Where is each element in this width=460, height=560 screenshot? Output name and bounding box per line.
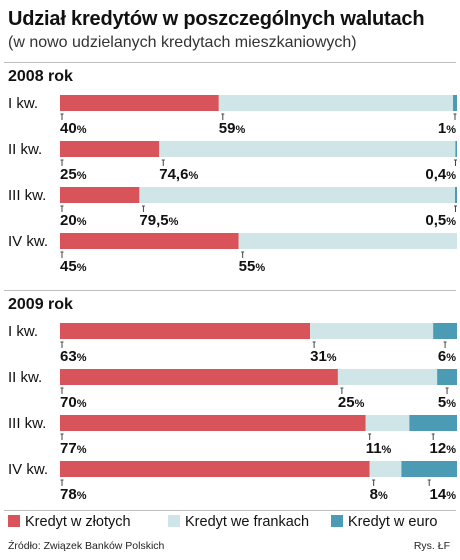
bar-chf-0-3	[238, 233, 457, 249]
divider-bottom	[4, 510, 456, 511]
source-note: Źródło: Związek Banków Polskich	[8, 540, 165, 552]
legend-label-chf: Kredyt we frankach	[185, 514, 310, 530]
value-label-chf-0-0: 59%	[219, 120, 246, 137]
bar-eur-0-0	[453, 95, 457, 111]
bar-pln-1-2	[60, 415, 366, 431]
value-label-pln-1-3: 78%	[60, 486, 87, 503]
value-label-eur-0-0: 1%	[438, 120, 456, 137]
value-label-chf-1-0: 31%	[310, 348, 337, 365]
divider-middle	[4, 290, 456, 291]
value-label-pln-0-1: 25%	[60, 166, 87, 183]
bar-pln-0-2	[60, 187, 140, 203]
category-label: I kw.	[8, 95, 38, 112]
value-label-pln-0-0: 40%	[60, 120, 87, 137]
category-label: IV kw.	[8, 233, 48, 250]
bar-eur-1-3	[401, 461, 457, 477]
value-label-chf-0-3: 55%	[239, 258, 266, 275]
legend-label-eur: Kredyt w euro	[348, 514, 438, 530]
chart-subtitle: (w nowo udzielanych kredytach mieszkanio…	[8, 34, 357, 51]
bar-pln-1-3	[60, 461, 370, 477]
bar-pln-0-3	[60, 233, 239, 249]
value-label-pln-0-2: 20%	[60, 212, 87, 229]
bar-pln-1-1	[60, 369, 338, 385]
credit-note: Rys. ŁF	[413, 540, 450, 552]
legend-label-pln: Kredyt w złotych	[25, 514, 131, 530]
value-label-chf-0-2: 79,5%	[139, 212, 178, 229]
divider-top	[4, 62, 456, 63]
bar-eur-0-1	[455, 141, 457, 157]
legend-swatch-eur	[331, 515, 343, 527]
bar-chf-1-3	[369, 461, 402, 477]
bar-eur-1-0	[433, 323, 457, 339]
legend-item-chf: Kredyt we frankach	[168, 514, 309, 530]
bar-chf-0-0	[218, 95, 454, 111]
bar-chf-1-0	[310, 323, 434, 339]
value-label-eur-1-2: 12%	[430, 440, 457, 457]
bar-chf-0-1	[159, 141, 456, 157]
category-label: III kw.	[8, 415, 46, 432]
value-label-eur-0-1: 0,4%	[425, 166, 456, 183]
legend-swatch-pln	[8, 515, 20, 527]
value-label-eur-1-3: 14%	[430, 486, 457, 503]
legend: Kredyt w złotych Kredyt we frankach Kred…	[8, 514, 460, 532]
value-label-chf-1-1: 25%	[338, 394, 365, 411]
value-label-eur-0-2: 0,5%	[425, 212, 456, 229]
chart-title: Udział kredytów w poszczególnych walutac…	[8, 8, 425, 30]
group-label-2008: 2008 rok	[8, 68, 73, 85]
category-label: II kw.	[8, 141, 42, 158]
value-label-pln-1-2: 77%	[60, 440, 87, 457]
value-label-chf-1-3: 8%	[370, 486, 388, 503]
bar-pln-0-0	[60, 95, 219, 111]
category-label: IV kw.	[8, 461, 48, 478]
bar-pln-1-0	[60, 323, 311, 339]
bar-eur-1-1	[437, 369, 457, 385]
bar-eur-1-2	[409, 415, 457, 431]
category-label: I kw.	[8, 323, 38, 340]
bar-chf-1-2	[365, 415, 410, 431]
bar-chf-0-2	[139, 187, 456, 203]
bar-pln-0-1	[60, 141, 160, 157]
legend-swatch-chf	[168, 515, 180, 527]
category-label: III kw.	[8, 187, 46, 204]
value-label-eur-1-1: 5%	[438, 394, 456, 411]
bar-eur-0-2	[455, 187, 457, 203]
value-label-pln-1-0: 63%	[60, 348, 87, 365]
value-label-chf-0-1: 74,6%	[159, 166, 198, 183]
legend-item-pln: Kredyt w złotych	[8, 514, 131, 530]
value-label-chf-1-2: 11%	[366, 440, 392, 457]
value-label-eur-1-0: 6%	[438, 348, 456, 365]
value-label-pln-0-3: 45%	[60, 258, 87, 275]
bar-chf-1-1	[337, 369, 438, 385]
value-label-pln-1-1: 70%	[60, 394, 87, 411]
group-label-2009: 2009 rok	[8, 296, 73, 313]
category-label: II kw.	[8, 369, 42, 386]
legend-item-eur: Kredyt w euro	[331, 514, 437, 530]
